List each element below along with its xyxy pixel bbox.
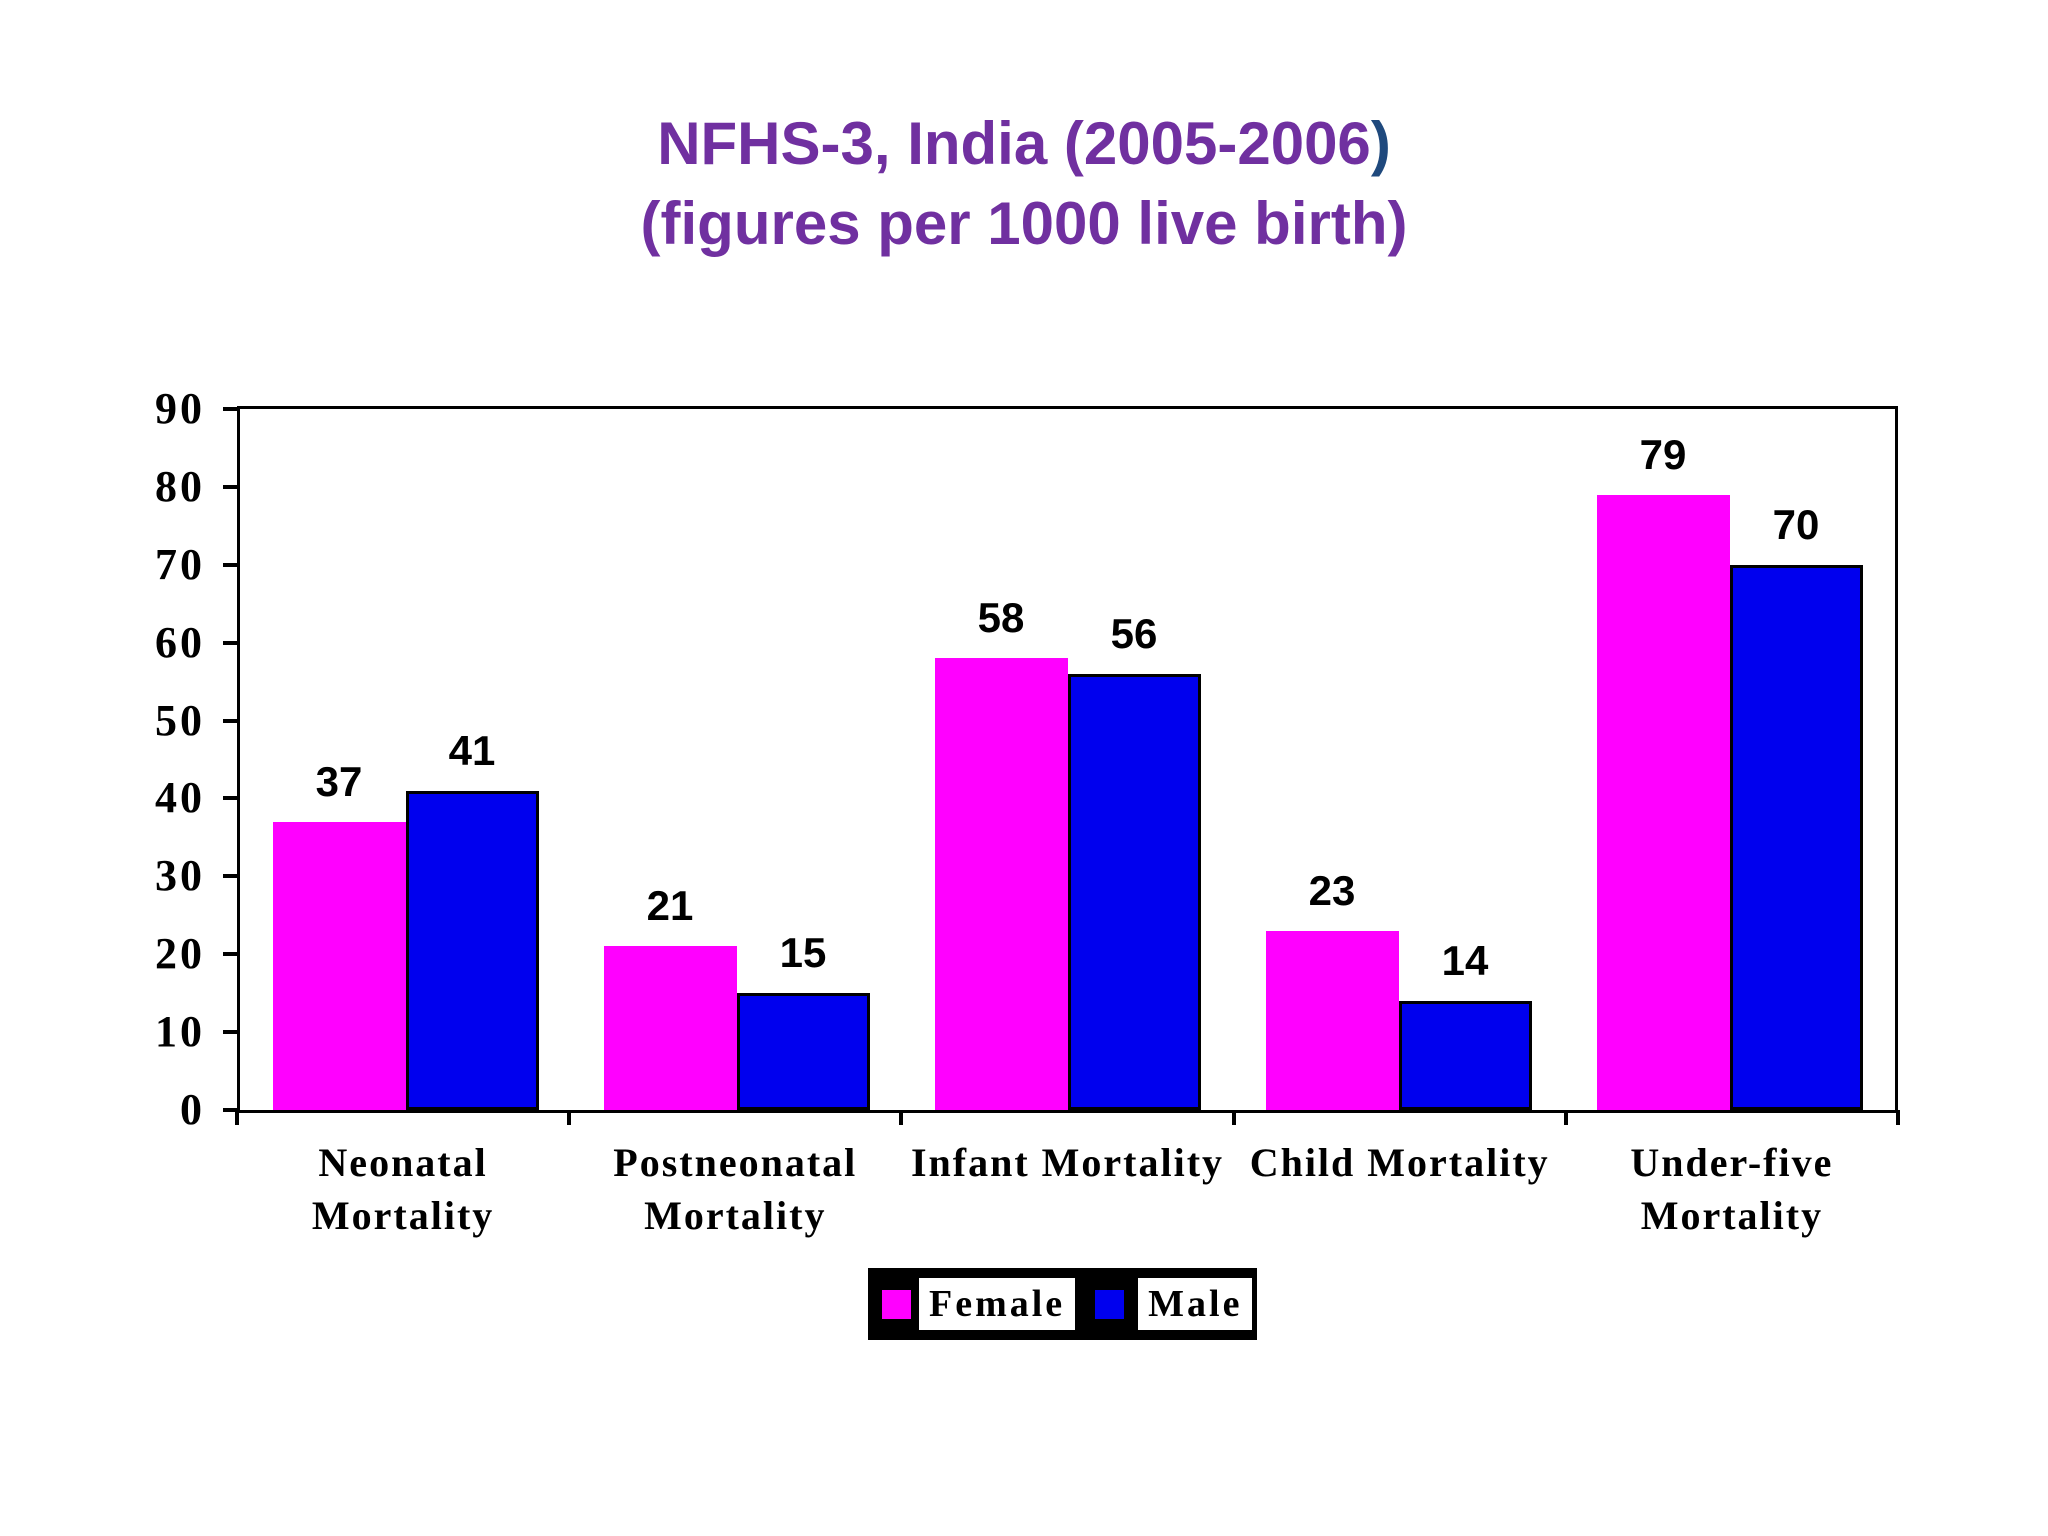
category-label: Infant Mortality [910,1140,1225,1185]
bar-value-label: 37 [315,757,363,805]
y-axis-tick-mark [223,718,237,723]
y-axis-tick-label: 10 [155,1007,205,1057]
y-axis-tick-label: 20 [155,929,205,979]
bar-value-label: 23 [1308,866,1356,914]
bar-male-3 [1068,673,1201,1110]
bar-value-label: 14 [1441,936,1489,984]
bar-female-3 [935,658,1068,1110]
bar-value-label: 21 [646,882,694,930]
bar-female-4 [1266,930,1399,1110]
x-axis-tick-mark [899,1110,904,1125]
chart-title: NFHS-3, India (2005-2006) (figures per 1… [0,104,2048,264]
y-axis-tick-label: 50 [155,695,205,745]
y-axis-tick-mark [223,874,237,879]
bar-value-label: 70 [1772,500,1820,548]
y-axis-tick-mark [223,1030,237,1035]
legend-swatch-male [1095,1289,1125,1319]
y-axis-tick-label: 40 [155,773,205,823]
y-axis-tick-label: 90 [155,384,205,433]
bar-male-1 [406,790,539,1110]
title-closing-paren: ) [1370,110,1391,177]
bar-value-label: 15 [779,929,827,977]
legend-label-female: Female [929,1283,1066,1325]
legend: Female Male [868,1268,1257,1340]
plot-area: 37 41 21 15 58 56 23 14 79 70 [237,406,1898,1113]
bar-female-5 [1597,494,1730,1110]
y-axis-tick-mark [223,952,237,957]
y-axis-tick-mark [223,1108,237,1112]
legend-item-female: Female [919,1278,1076,1330]
x-axis-tick-mark [1563,1110,1568,1125]
bar-value-label: 79 [1639,430,1687,478]
y-axis-tick-label: 0 [180,1085,205,1134]
y-axis-tick-label: 70 [155,539,205,589]
y-axis-tick-label: 80 [155,461,205,511]
legend-swatch-female [882,1289,911,1319]
category-label: Child Mortality [1249,1140,1550,1185]
category-label: Postneonatal Mortality [613,1140,858,1238]
y-axis-tick-mark [223,796,237,801]
y-axis-tick-mark [223,640,237,645]
x-axis-tick-mark [235,1110,239,1125]
bar-female-1 [273,821,406,1110]
bar-male-5 [1730,564,1863,1110]
legend-label-male: Male [1148,1283,1243,1325]
x-axis-tick-mark [567,1110,572,1125]
category-label: Under-five Mortality [1630,1140,1834,1238]
bar-value-label: 58 [977,594,1025,642]
bar-male-2 [737,993,870,1110]
y-axis-tick-mark [223,484,237,489]
title-text: NFHS-3, India (2005-2006 [657,110,1371,177]
y-axis-tick-label: 60 [155,617,205,667]
y-axis-tick-mark [223,562,237,567]
y-axis-tick-mark [223,407,237,411]
title-line-2: (figures per 1000 live birth) [640,190,1408,257]
x-axis-tick-mark [1231,1110,1236,1125]
title-line-1: NFHS-3, India (2005-2006) [0,104,2048,184]
category-label: Neonatal Mortality [311,1140,495,1238]
x-axis-tick-mark [1896,1110,1900,1125]
bar-female-2 [604,946,737,1110]
bar-value-label: 56 [1110,609,1158,657]
y-axis-tick-label: 30 [155,851,205,901]
bar-male-4 [1399,1000,1532,1110]
bar-value-label: 41 [448,726,496,774]
legend-item-male: Male [1138,1278,1253,1330]
